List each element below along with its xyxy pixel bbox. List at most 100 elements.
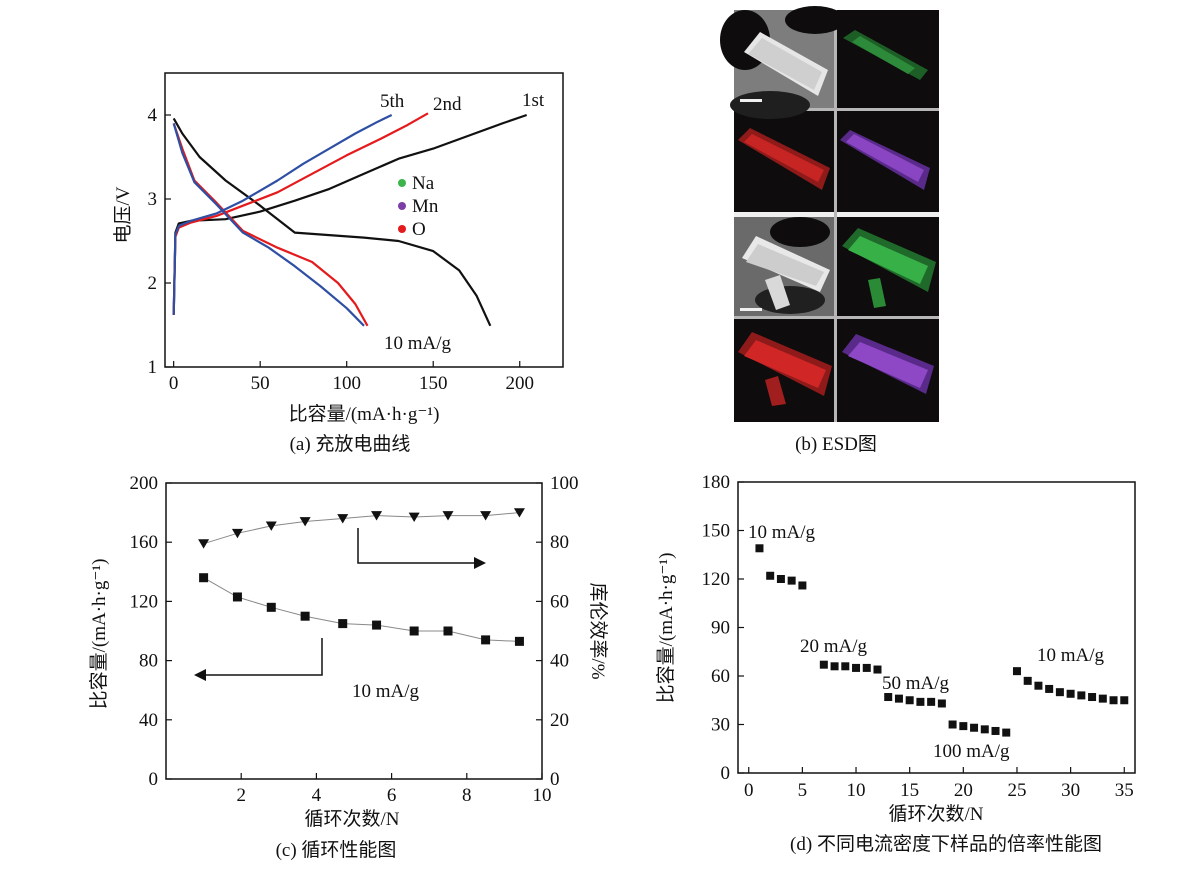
a-legend-label: Mn: [412, 196, 439, 217]
d-capacity-point: [1109, 696, 1118, 705]
d-capacity-point: [852, 663, 861, 672]
a-legend-marker: [398, 225, 406, 233]
b-map-na-2: [842, 228, 936, 308]
c-capacity-point: [338, 619, 348, 629]
c-series-left-connector: [203, 577, 520, 642]
d-capacity-point: [1120, 696, 1129, 705]
d-xtick-label: 15: [900, 780, 919, 801]
d-xtick-label: 20: [954, 780, 973, 801]
c-arrow-left-axis: [194, 638, 323, 681]
d-xtick-label: 0: [744, 780, 754, 801]
d-capacity-point: [948, 720, 957, 729]
b-sem-image-2: [734, 217, 834, 316]
d-capacity-point: [1098, 694, 1107, 703]
a-legend-label: Na: [412, 173, 435, 194]
d-rate-label: 100 mA/g: [933, 741, 1010, 762]
d-ylabel: 比容量/(mA·h·g⁻¹): [655, 553, 677, 704]
c-capacity-point: [266, 602, 276, 612]
d-ytick-label: 90: [711, 618, 730, 639]
d-xtick-label: 25: [1007, 780, 1026, 801]
d-capacity-point: [766, 571, 775, 580]
a-series-label: 2nd: [433, 94, 462, 115]
c-capacity-point: [372, 620, 382, 630]
a-legend-marker: [398, 179, 406, 187]
d-ytick-label: 30: [711, 715, 730, 736]
d-capacity-point: [1002, 728, 1011, 737]
a-xtick-label: 50: [251, 373, 270, 394]
d-ytick-label: 0: [721, 763, 731, 784]
panel-c-frame: [165, 482, 543, 780]
c-xtick-label: 6: [387, 785, 397, 806]
d-capacity-point: [1077, 691, 1086, 700]
a-xtick-label: 200: [505, 373, 534, 394]
c-ylabel-right: 库伦效率/%: [587, 582, 609, 679]
b-divider: [834, 10, 837, 422]
c-ytick-right-label: 20: [550, 710, 569, 731]
d-capacity-point: [841, 662, 850, 671]
d-capacity-point: [1012, 667, 1021, 676]
a-ytick-label: 2: [148, 273, 158, 294]
d-capacity-point: [787, 576, 796, 585]
c-ytick-right-label: 80: [550, 532, 569, 553]
c-capacity-point: [232, 592, 242, 602]
d-capacity-point: [1055, 688, 1064, 697]
c-xtick-label: 4: [312, 785, 322, 806]
c-efficiency-point: [442, 511, 454, 521]
d-rate-label: 50 mA/g: [882, 673, 950, 694]
c-capacity-point: [300, 611, 310, 621]
c-ytick-right-label: 40: [550, 651, 569, 672]
a-ylabel: 电压/V: [112, 186, 134, 243]
c-ytick-left-label: 120: [130, 591, 159, 612]
d-rate-label: 20 mA/g: [800, 636, 868, 657]
c-ytick-left-label: 0: [149, 769, 159, 790]
c-efficiency-point: [371, 511, 383, 521]
d-ytick-label: 150: [702, 521, 731, 542]
d-ytick-label: 120: [702, 569, 731, 590]
d-capacity-point: [894, 694, 903, 703]
c-efficiency-point: [299, 517, 311, 527]
c-efficiency-point: [265, 521, 277, 531]
c-efficiency-point: [408, 512, 420, 522]
a-xtick-label: 150: [419, 373, 448, 394]
d-rate-label: 10 mA/g: [748, 522, 816, 543]
d-xtick-label: 35: [1115, 780, 1134, 801]
c-xtick-label: 10: [533, 785, 552, 806]
d-ytick-label: 60: [711, 666, 730, 687]
d-capacity-point: [959, 722, 968, 731]
b-map-mn-2: [842, 334, 934, 394]
a-ytick-label: 1: [148, 357, 158, 378]
d-capacity-point: [1066, 689, 1075, 698]
d-capacity-point: [916, 697, 925, 706]
c-ytick-right-label: 60: [550, 591, 569, 612]
a-xtick-label: 100: [332, 373, 361, 394]
b-sem-image-1: [720, 6, 845, 119]
c-xlabel: 循环次数/N: [304, 808, 399, 830]
c-ytick-left-label: 200: [130, 473, 159, 494]
d-xlabel: 循环次数/N: [888, 803, 983, 825]
b-map-na-1: [843, 30, 928, 80]
b-caption: (b) ESD图: [795, 434, 877, 455]
c-arrow-right-axis: [357, 528, 486, 569]
a-series-1st-discharge-line: [172, 117, 492, 327]
a-legend-marker: [398, 202, 406, 210]
d-capacity-point: [937, 699, 946, 708]
c-caption: (c) 循环性能图: [276, 839, 397, 861]
d-capacity-point: [873, 665, 882, 674]
c-efficiency-point: [231, 528, 243, 539]
c-annotation-current: 10 mA/g: [352, 681, 420, 702]
d-capacity-point: [830, 662, 839, 671]
a-ytick-label: 3: [148, 189, 158, 210]
c-series-right-connector: [203, 512, 520, 545]
d-capacity-point: [970, 723, 979, 732]
d-caption: (d) 不同电流密度下样品的倍率性能图: [790, 833, 1102, 855]
a-series-label: 1st: [522, 90, 545, 111]
c-xtick-label: 8: [462, 785, 472, 806]
b-map-mn-1: [840, 130, 930, 190]
c-xtick-label: 2: [236, 785, 246, 806]
a-annotation-current: 10 mA/g: [384, 333, 452, 354]
a-ytick-label: 4: [148, 105, 158, 126]
panel-d-rate: 0 5 10 15 20 25 30 35 0 30 60 90 120 150 180 10 mA/g 2…: [655, 472, 1136, 855]
c-efficiency-point: [513, 508, 525, 518]
c-ytick-left-label: 80: [139, 651, 158, 672]
